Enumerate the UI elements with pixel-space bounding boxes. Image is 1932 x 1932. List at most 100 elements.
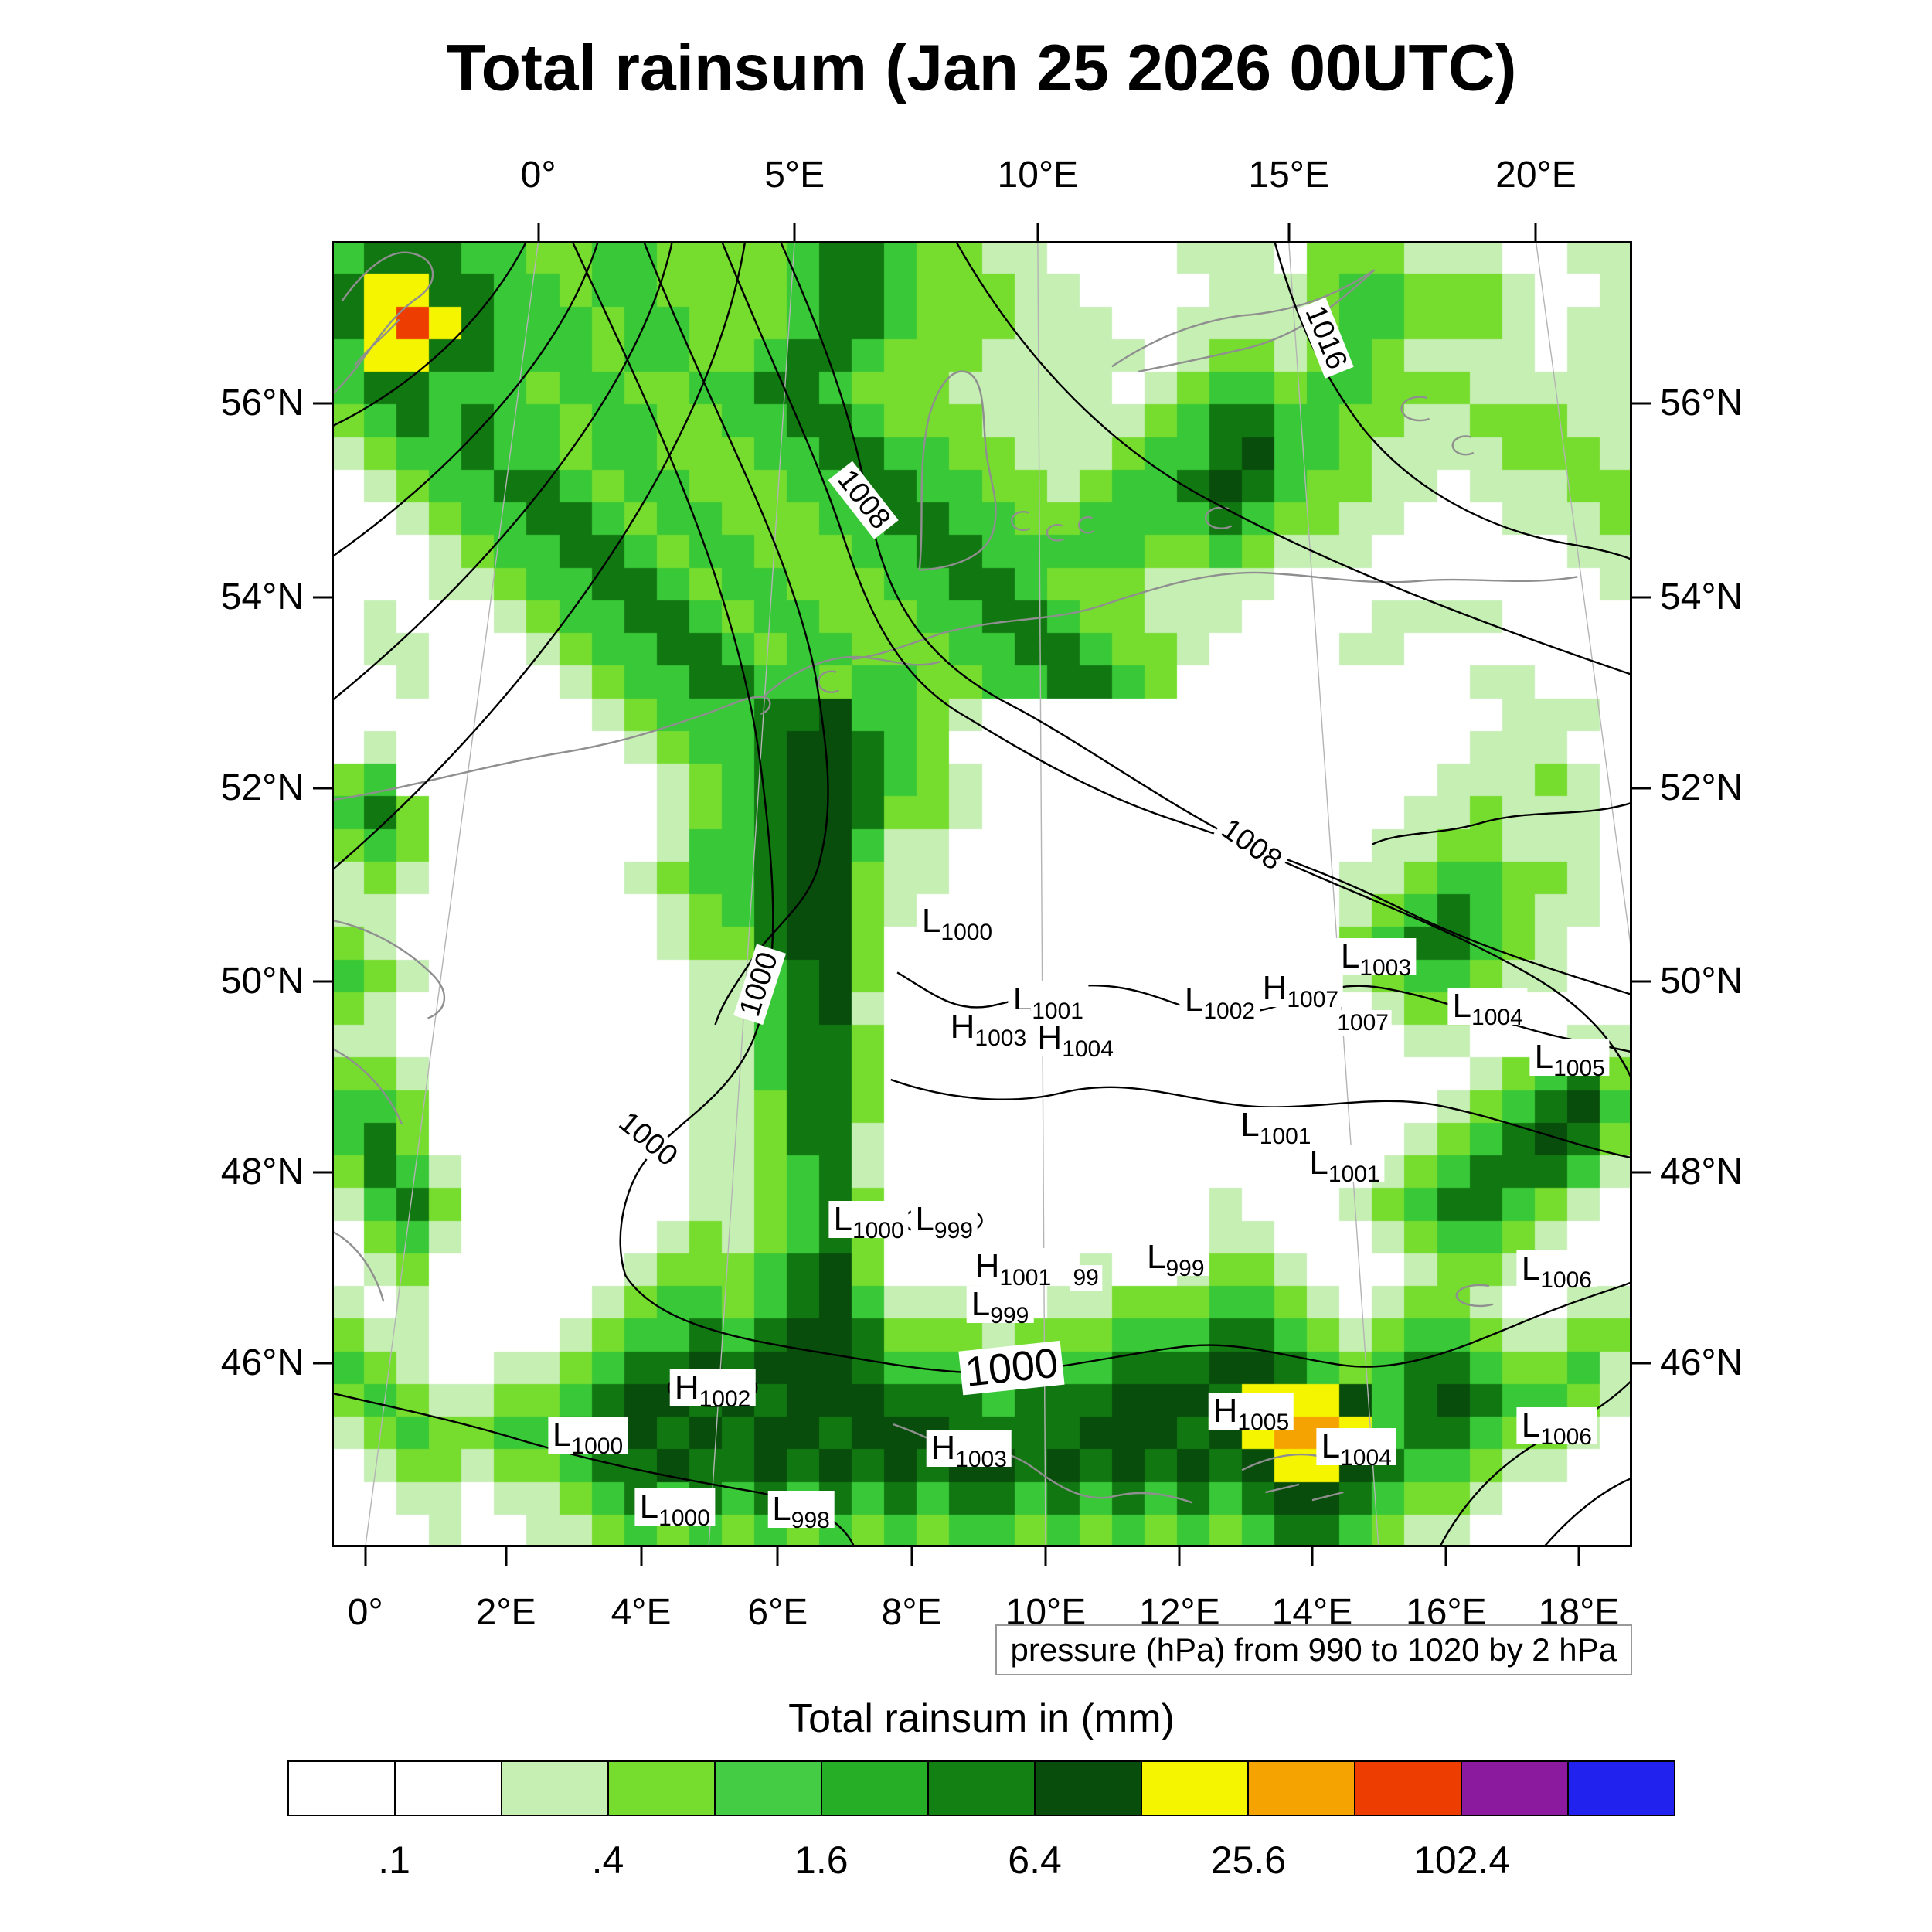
- pressure-center-H1005: H1005: [1208, 1392, 1294, 1434]
- pressure-center-letter: L: [1240, 1106, 1260, 1145]
- bottom-axis-label: 0°: [347, 1592, 383, 1633]
- left-axis-label: 56°N: [220, 382, 304, 423]
- colorbar-title: Total rainsum in (mm): [788, 1696, 1175, 1741]
- right-axis-label: 54°N: [1660, 577, 1743, 618]
- pressure-center-L1004: L1004: [1447, 987, 1528, 1029]
- pressure-center-value: 1005: [1553, 1056, 1605, 1082]
- right-axis-label: 46°N: [1660, 1342, 1743, 1383]
- pressure-center-letter: H: [930, 1428, 956, 1467]
- pressure-center-value: 1001: [1032, 998, 1083, 1024]
- pressure-center-H1003: H1003: [926, 1428, 1012, 1471]
- left-axis-tick: [313, 402, 332, 405]
- pressure-center-L1000: L1000: [634, 1487, 715, 1529]
- right-axis-tick: [1632, 402, 1651, 405]
- bottom-axis-tick: [640, 1547, 643, 1566]
- pressure-center-L1001: L1001: [1236, 1106, 1316, 1148]
- bottom-axis-tick: [910, 1547, 913, 1566]
- pressure-center-value: 1000: [852, 1217, 904, 1243]
- pressure-center-letter: H: [1037, 1018, 1063, 1056]
- top-axis-tick: [1287, 223, 1291, 241]
- left-axis-label: 50°N: [220, 961, 304, 1002]
- pressure-center-value: 1001: [999, 1264, 1052, 1291]
- pressure-center-letter: L: [833, 1199, 852, 1238]
- colorbar-cell-5: [821, 1760, 929, 1816]
- pressure-center-value: 1003: [975, 1026, 1027, 1052]
- bottom-axis-tick: [1577, 1547, 1580, 1566]
- pressure-center-value: 999: [1165, 1255, 1205, 1281]
- pressure-center-value: 1001: [1259, 1124, 1311, 1150]
- pressure-center-L1000: L1000: [547, 1416, 628, 1458]
- rain-fill-canvas: [332, 241, 1632, 1547]
- left-axis-tick: [313, 1171, 332, 1174]
- pressure-center-value: 1003: [1359, 955, 1412, 981]
- colorbar-cell-7: [1034, 1760, 1142, 1816]
- page-title: Total rainsum (Jan 25 2026 00UTC): [446, 31, 1517, 104]
- pressure-center-letter: H: [674, 1368, 699, 1406]
- colorbar-labels: .1 .4 1.6 6.4 25.6 102.4: [287, 1838, 1675, 1884]
- top-axis-tick: [1036, 223, 1039, 241]
- pressure-center-value: 1001: [1328, 1162, 1380, 1188]
- pressure-center-L1003: L1003: [1335, 937, 1417, 980]
- top-axis-tick: [1534, 223, 1537, 241]
- pressure-center-L999: L999: [966, 1284, 1034, 1327]
- right-axis-label: 50°N: [1660, 961, 1743, 1002]
- left-axis-tick: [313, 596, 332, 599]
- right-axis-tick: [1632, 787, 1651, 790]
- pressure-center-L1004: L1004: [1316, 1427, 1396, 1469]
- pressure-center-L1006: L1006: [1516, 1406, 1597, 1448]
- pressure-center-letter: H: [1213, 1392, 1238, 1430]
- pressure-center-letter: L: [639, 1487, 659, 1526]
- pressure-center-letter: L: [1534, 1038, 1554, 1077]
- pressure-center-letter: L: [1521, 1406, 1541, 1444]
- pressure-center-L1000: L1000: [917, 902, 998, 944]
- left-axis-tick: [313, 1362, 332, 1365]
- pressure-center-letter: L: [1452, 987, 1472, 1026]
- pressure-center-value: 1000: [571, 1433, 624, 1459]
- colorbar-cell-1: [394, 1760, 502, 1816]
- bottom-axis-tick: [364, 1547, 367, 1566]
- map-plot-region: 1008 1016 1008 1000 1000 1000 L1000 L1001 L1002 H…: [221, 157, 1743, 1631]
- colorbar-tick-label: 6.4: [1008, 1838, 1062, 1882]
- colorbar-cell-3: [607, 1760, 716, 1816]
- bottom-axis-tick: [1311, 1547, 1314, 1566]
- colorbar-cell-8: [1141, 1760, 1249, 1816]
- pressure-center-L1001: L1001: [1304, 1145, 1385, 1186]
- right-axis-tick: [1632, 1171, 1651, 1174]
- pressure-center-L1002: L1002: [1179, 981, 1260, 1022]
- bottom-axis-label: 4°E: [611, 1592, 672, 1633]
- pressure-center-value: 1004: [1062, 1036, 1114, 1062]
- pressure-center-L999: L999: [1141, 1238, 1209, 1280]
- pressure-center-L998: L998: [767, 1490, 835, 1532]
- pressure-center-L1005: L1005: [1529, 1038, 1610, 1080]
- bottom-axis-label: 2°E: [475, 1592, 536, 1633]
- pressure-center-letter: L: [921, 902, 941, 940]
- bottom-axis-tick: [776, 1547, 779, 1566]
- extra-pressure-label-99: 99: [1070, 1264, 1102, 1291]
- colorbar-tick-label: .4: [591, 1838, 624, 1882]
- pressure-center-letter: L: [915, 1199, 934, 1238]
- colorbar-tick-label: 1.6: [794, 1838, 849, 1882]
- pressure-center-L999: L999: [910, 1199, 978, 1242]
- left-axis-tick: [313, 980, 332, 983]
- left-axis-tick: [313, 787, 332, 790]
- pressure-center-letter: H: [950, 1008, 975, 1046]
- bottom-axis-label: 8°E: [881, 1592, 942, 1633]
- pressure-center-value: 999: [990, 1302, 1029, 1328]
- colorbar-tick-label: 102.4: [1413, 1838, 1511, 1882]
- right-axis-tick: [1632, 980, 1651, 983]
- colorbar-cell-9: [1247, 1760, 1355, 1816]
- right-axis-label: 52°N: [1660, 767, 1743, 809]
- left-axis-label: 46°N: [220, 1342, 304, 1383]
- pressure-center-value: 1002: [1203, 998, 1256, 1024]
- top-axis-tick: [793, 223, 796, 241]
- top-axis-label: 20°E: [1495, 155, 1577, 196]
- pressure-center-L1006: L1006: [1516, 1250, 1597, 1292]
- top-axis-tick: [537, 223, 540, 241]
- pressure-center-letter: L: [1340, 937, 1360, 976]
- right-axis-label: 56°N: [1660, 382, 1743, 423]
- pressure-center-value: 998: [791, 1507, 830, 1533]
- top-axis-label: 5°E: [764, 155, 825, 196]
- colorbar-cell-12: [1567, 1760, 1675, 1816]
- pressure-center-letter: L: [971, 1284, 991, 1323]
- bottom-axis-tick: [1178, 1547, 1181, 1566]
